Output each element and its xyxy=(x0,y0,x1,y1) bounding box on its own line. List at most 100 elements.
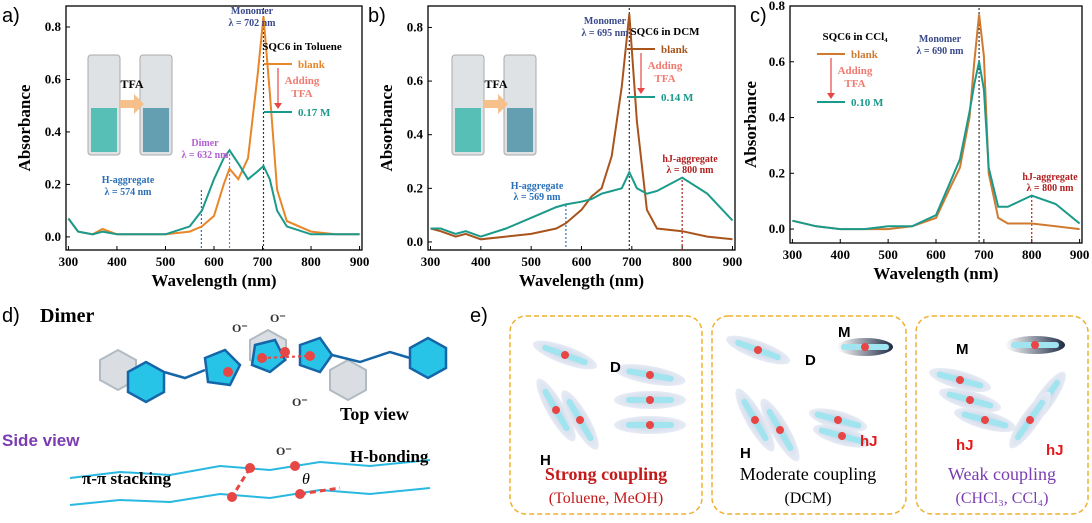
y-tick-label: 0.8 xyxy=(407,19,424,34)
y-tick-label: 0.6 xyxy=(45,71,62,86)
species-label: H xyxy=(740,445,751,462)
annotation: Monomer xyxy=(584,16,627,27)
species-label: M xyxy=(838,324,851,341)
molecule xyxy=(614,391,686,409)
oxygen-label: O⁻ xyxy=(270,311,286,325)
y-tick-label: 0.4 xyxy=(45,124,62,139)
x-tick-label: 400 xyxy=(831,247,851,262)
x-tick-label: 900 xyxy=(723,254,743,269)
annotation: Monomer xyxy=(919,34,962,45)
panel-label: a) xyxy=(2,5,20,27)
annotation: H-aggregate xyxy=(511,181,564,192)
legend-label: 0.14 M xyxy=(661,92,694,104)
coupling-title: Strong coupling xyxy=(545,464,667,484)
solvent-label: (CHCl₃, CCl₄) xyxy=(956,490,1049,507)
annotation: H-aggregate xyxy=(102,175,155,186)
legend-title: SQC6 in Toluene xyxy=(262,41,342,53)
y-axis-title: Absorbance xyxy=(15,84,34,171)
panel-label: b) xyxy=(368,5,386,27)
legend-note: Adding xyxy=(285,75,320,87)
oxygen-label: O⁻ xyxy=(276,444,292,458)
annotation: λ = 690 nm xyxy=(916,46,964,57)
y-tick-label: 0.4 xyxy=(769,110,786,125)
x-tick-label: 700 xyxy=(974,247,994,262)
y-tick-label: 0.0 xyxy=(407,234,423,249)
theta-label: θ xyxy=(302,471,310,488)
legend-arrowhead xyxy=(274,103,282,109)
x-tick-label: 600 xyxy=(572,254,592,269)
molecule xyxy=(614,416,686,434)
legend-label: blank xyxy=(851,49,879,61)
figure: d) Dimer O⁻ O⁻ O⁻ Top view Side view O⁻ … xyxy=(0,0,1092,518)
x-tick-label: 500 xyxy=(156,254,176,269)
legend-note: Adding xyxy=(648,60,683,72)
species-label: hJ xyxy=(956,437,974,454)
legend-note: Adding xyxy=(838,65,873,77)
molecule xyxy=(613,360,687,390)
charge xyxy=(646,421,654,429)
h-bonding-label: H-bonding xyxy=(350,447,429,466)
legend-label: blank xyxy=(661,44,689,56)
x-tick-label: 700 xyxy=(622,254,642,269)
legend-title: SQC6 in CCl₄ xyxy=(822,31,888,43)
charge xyxy=(646,396,654,404)
cuvette-solution xyxy=(507,108,533,152)
annotation: Monomer xyxy=(231,6,274,17)
annotation: λ = 569 nm xyxy=(513,192,561,203)
x-tick-label: 500 xyxy=(878,247,898,262)
top-view-label: Top view xyxy=(340,404,409,424)
oxygen-label: O⁻ xyxy=(232,321,248,335)
molecule xyxy=(530,335,600,375)
x-tick-label: 900 xyxy=(1070,247,1090,262)
coupling-title: Moderate coupling xyxy=(740,464,876,484)
panel-label: d) xyxy=(2,305,20,327)
x-tick-label: 800 xyxy=(672,254,692,269)
panel-e: e) D H Strong coupling (Toluene, MeOH) D… xyxy=(470,305,1088,514)
side-view-label: Side view xyxy=(2,431,80,450)
species-label: D xyxy=(805,352,816,369)
legend-label: blank xyxy=(298,59,326,71)
x-tick-label: 300 xyxy=(783,247,803,262)
y-tick-label: 0.0 xyxy=(45,229,61,244)
legend-note: TFA xyxy=(654,73,675,85)
x-tick-label: 400 xyxy=(107,254,127,269)
annotation: λ = 702 nm xyxy=(228,18,276,29)
annotation: λ = 574 nm xyxy=(104,187,152,198)
y-tick-label: 0.8 xyxy=(45,19,62,34)
x-tick-label: 300 xyxy=(59,254,79,269)
legend-arrowhead xyxy=(637,88,645,94)
cuvette-label: TFA xyxy=(120,77,143,91)
x-tick-label: 900 xyxy=(350,254,370,269)
solvent-label: (DCM) xyxy=(784,490,831,507)
x-tick-label: 800 xyxy=(1022,247,1042,262)
legend-label: 0.10 M xyxy=(851,97,884,109)
panel-label: c) xyxy=(750,5,767,27)
x-tick-label: 300 xyxy=(421,254,441,269)
annotation: hJ-aggregate xyxy=(1022,172,1078,183)
species-label: hJ xyxy=(860,433,878,450)
x-tick-label: 600 xyxy=(204,254,224,269)
cuvette-solution xyxy=(455,108,481,152)
legend-title: SQC6 in DCM xyxy=(630,26,700,38)
y-tick-label: 0.6 xyxy=(769,54,786,69)
annotation: λ = 632 nm xyxy=(181,150,229,161)
legend-note: TFA xyxy=(844,78,865,90)
y-tick-label: 0.4 xyxy=(407,127,424,142)
x-axis-title: Wavelength (nm) xyxy=(519,271,644,290)
molecule xyxy=(1005,336,1065,354)
y-tick-label: 0.8 xyxy=(769,0,786,13)
annotation: Dimer xyxy=(191,138,219,149)
cuvette-solution xyxy=(143,108,169,152)
y-tick-label: 0.6 xyxy=(407,73,424,88)
y-axis-title: Absorbance xyxy=(741,81,760,168)
spectrum-line xyxy=(431,172,733,236)
y-tick-label: 0.2 xyxy=(769,165,785,180)
annotation: λ = 800 nm xyxy=(666,165,714,176)
cuvette-label: TFA xyxy=(484,77,507,91)
spectrum-line xyxy=(792,62,1079,229)
annotation: λ = 695 nm xyxy=(581,28,629,39)
x-axis-title: Wavelength (nm) xyxy=(873,264,998,283)
dimer-title: Dimer xyxy=(40,305,95,327)
y-axis-title: Absorbance xyxy=(377,84,396,171)
solvent-label: (Toluene, MeOH) xyxy=(549,490,663,507)
